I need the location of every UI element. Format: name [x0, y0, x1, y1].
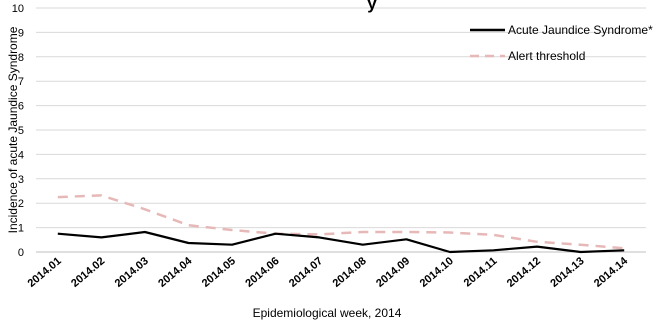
y-tick-label: 6 — [18, 101, 24, 113]
legend-label-ajs: Acute Jaundice Syndrome* — [508, 23, 653, 37]
legend-label-threshold: Alert threshold — [508, 49, 585, 63]
y-tick-label: 7 — [18, 76, 24, 88]
legend: Acute Jaundice Syndrome* Alert threshold — [470, 23, 653, 63]
series-line-alert-threshold — [57, 194, 625, 250]
x-tick-label: 2014.04 — [156, 255, 195, 290]
x-tick-label: 2014.11 — [462, 255, 500, 289]
y-tick-label: 4 — [18, 149, 24, 161]
y-tick-label: 9 — [18, 27, 24, 39]
series-line-acute-jaundice — [57, 230, 625, 254]
x-tick-labels: 2014.01 2014.02 2014.03 2014.04 2014.05 2014.… — [26, 255, 631, 290]
y-tick-labels: 0 1 2 3 4 5 6 7 8 9 10 — [12, 3, 24, 259]
y-tick-label: 0 — [18, 247, 24, 259]
y-tick-label: 5 — [18, 125, 24, 137]
x-tick-label: 2014.10 — [418, 255, 456, 290]
y-tick-label: 8 — [18, 52, 24, 64]
x-tick-label: 2014.12 — [505, 255, 543, 290]
x-tick-label: 2014.07 — [287, 255, 325, 290]
x-tick-label: 2014.09 — [374, 255, 412, 290]
x-tick-label: 2014.14 — [592, 255, 631, 290]
x-tick-label: 2014.08 — [331, 255, 369, 290]
series-lines — [57, 194, 625, 254]
x-axis-label: Epidemiological week, 2014 — [253, 306, 402, 320]
x-tick-label: 2014.06 — [243, 255, 281, 290]
y-tick-label: 10 — [12, 3, 24, 15]
y-tick-label: 1 — [18, 223, 24, 235]
x-tick-label: 2014.13 — [548, 255, 586, 290]
chart-title-fragment: y — [367, 0, 377, 13]
x-tick-label: 2014.05 — [200, 255, 238, 290]
x-tick-label: 2014.02 — [69, 255, 107, 290]
y-axis-label: Incidence of acute Jaundice Syndrome — [6, 26, 20, 233]
y-tick-label: 3 — [18, 174, 24, 186]
gridlines — [36, 7, 646, 253]
y-tick-label: 2 — [18, 198, 24, 210]
x-tick-label: 2014.03 — [113, 255, 151, 290]
x-tick-label: 2014.01 — [26, 255, 64, 290]
